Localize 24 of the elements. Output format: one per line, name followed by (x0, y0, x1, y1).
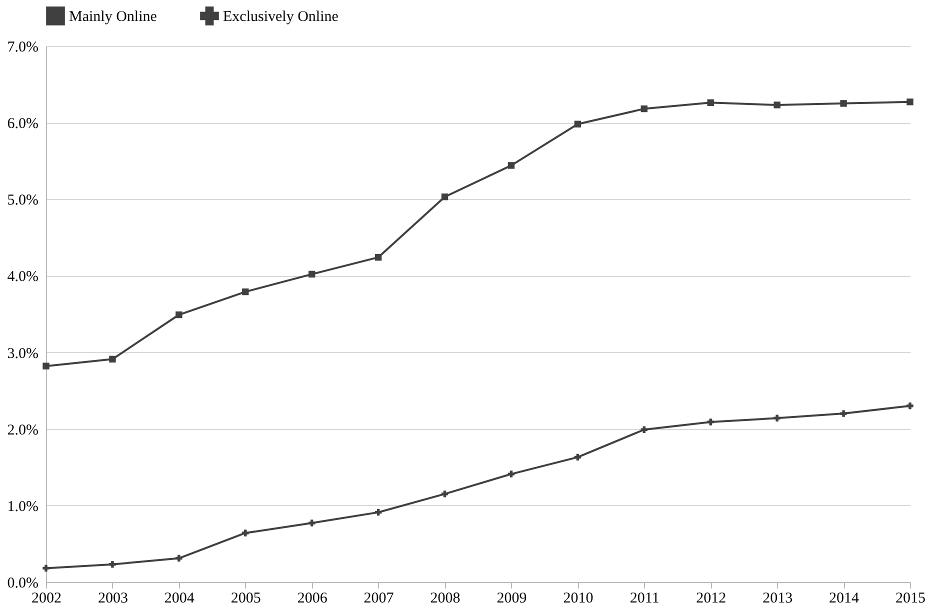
x-tick-label: 2011 (630, 590, 660, 606)
x-tick-label: 2014 (829, 590, 860, 606)
x-tick-label: 2015 (896, 590, 926, 606)
y-tick-label: 5.0% (7, 192, 38, 209)
x-tick-label: 2003 (98, 590, 128, 606)
x-tick-label: 2005 (230, 590, 261, 606)
legend-label: Mainly Online (69, 8, 158, 25)
y-tick-label: 0.0% (7, 576, 38, 592)
x-tick-label: 2006 (297, 590, 328, 606)
y-tick-label: 6.0% (7, 116, 38, 132)
x-tick-label: 2004 (164, 590, 195, 606)
y-tick-label: 7.0% (7, 40, 38, 56)
x-tick-label: 2007 (364, 590, 394, 606)
y-tick-label: 4.0% (7, 269, 38, 286)
x-tick-label: 2009 (496, 590, 527, 606)
x-tick-label: 2002 (32, 590, 62, 606)
y-tick-label: 3.0% (7, 346, 38, 362)
x-tick-label: 2012 (696, 590, 726, 606)
x-tick-label: 2010 (563, 590, 594, 606)
x-tick-label: 2008 (430, 590, 460, 606)
legend-label: Exclusively Online (223, 8, 339, 25)
y-tick-label: 2.0% (7, 422, 38, 438)
y-tick-label: 1.0% (7, 498, 38, 515)
x-tick-label: 2013 (762, 590, 793, 606)
